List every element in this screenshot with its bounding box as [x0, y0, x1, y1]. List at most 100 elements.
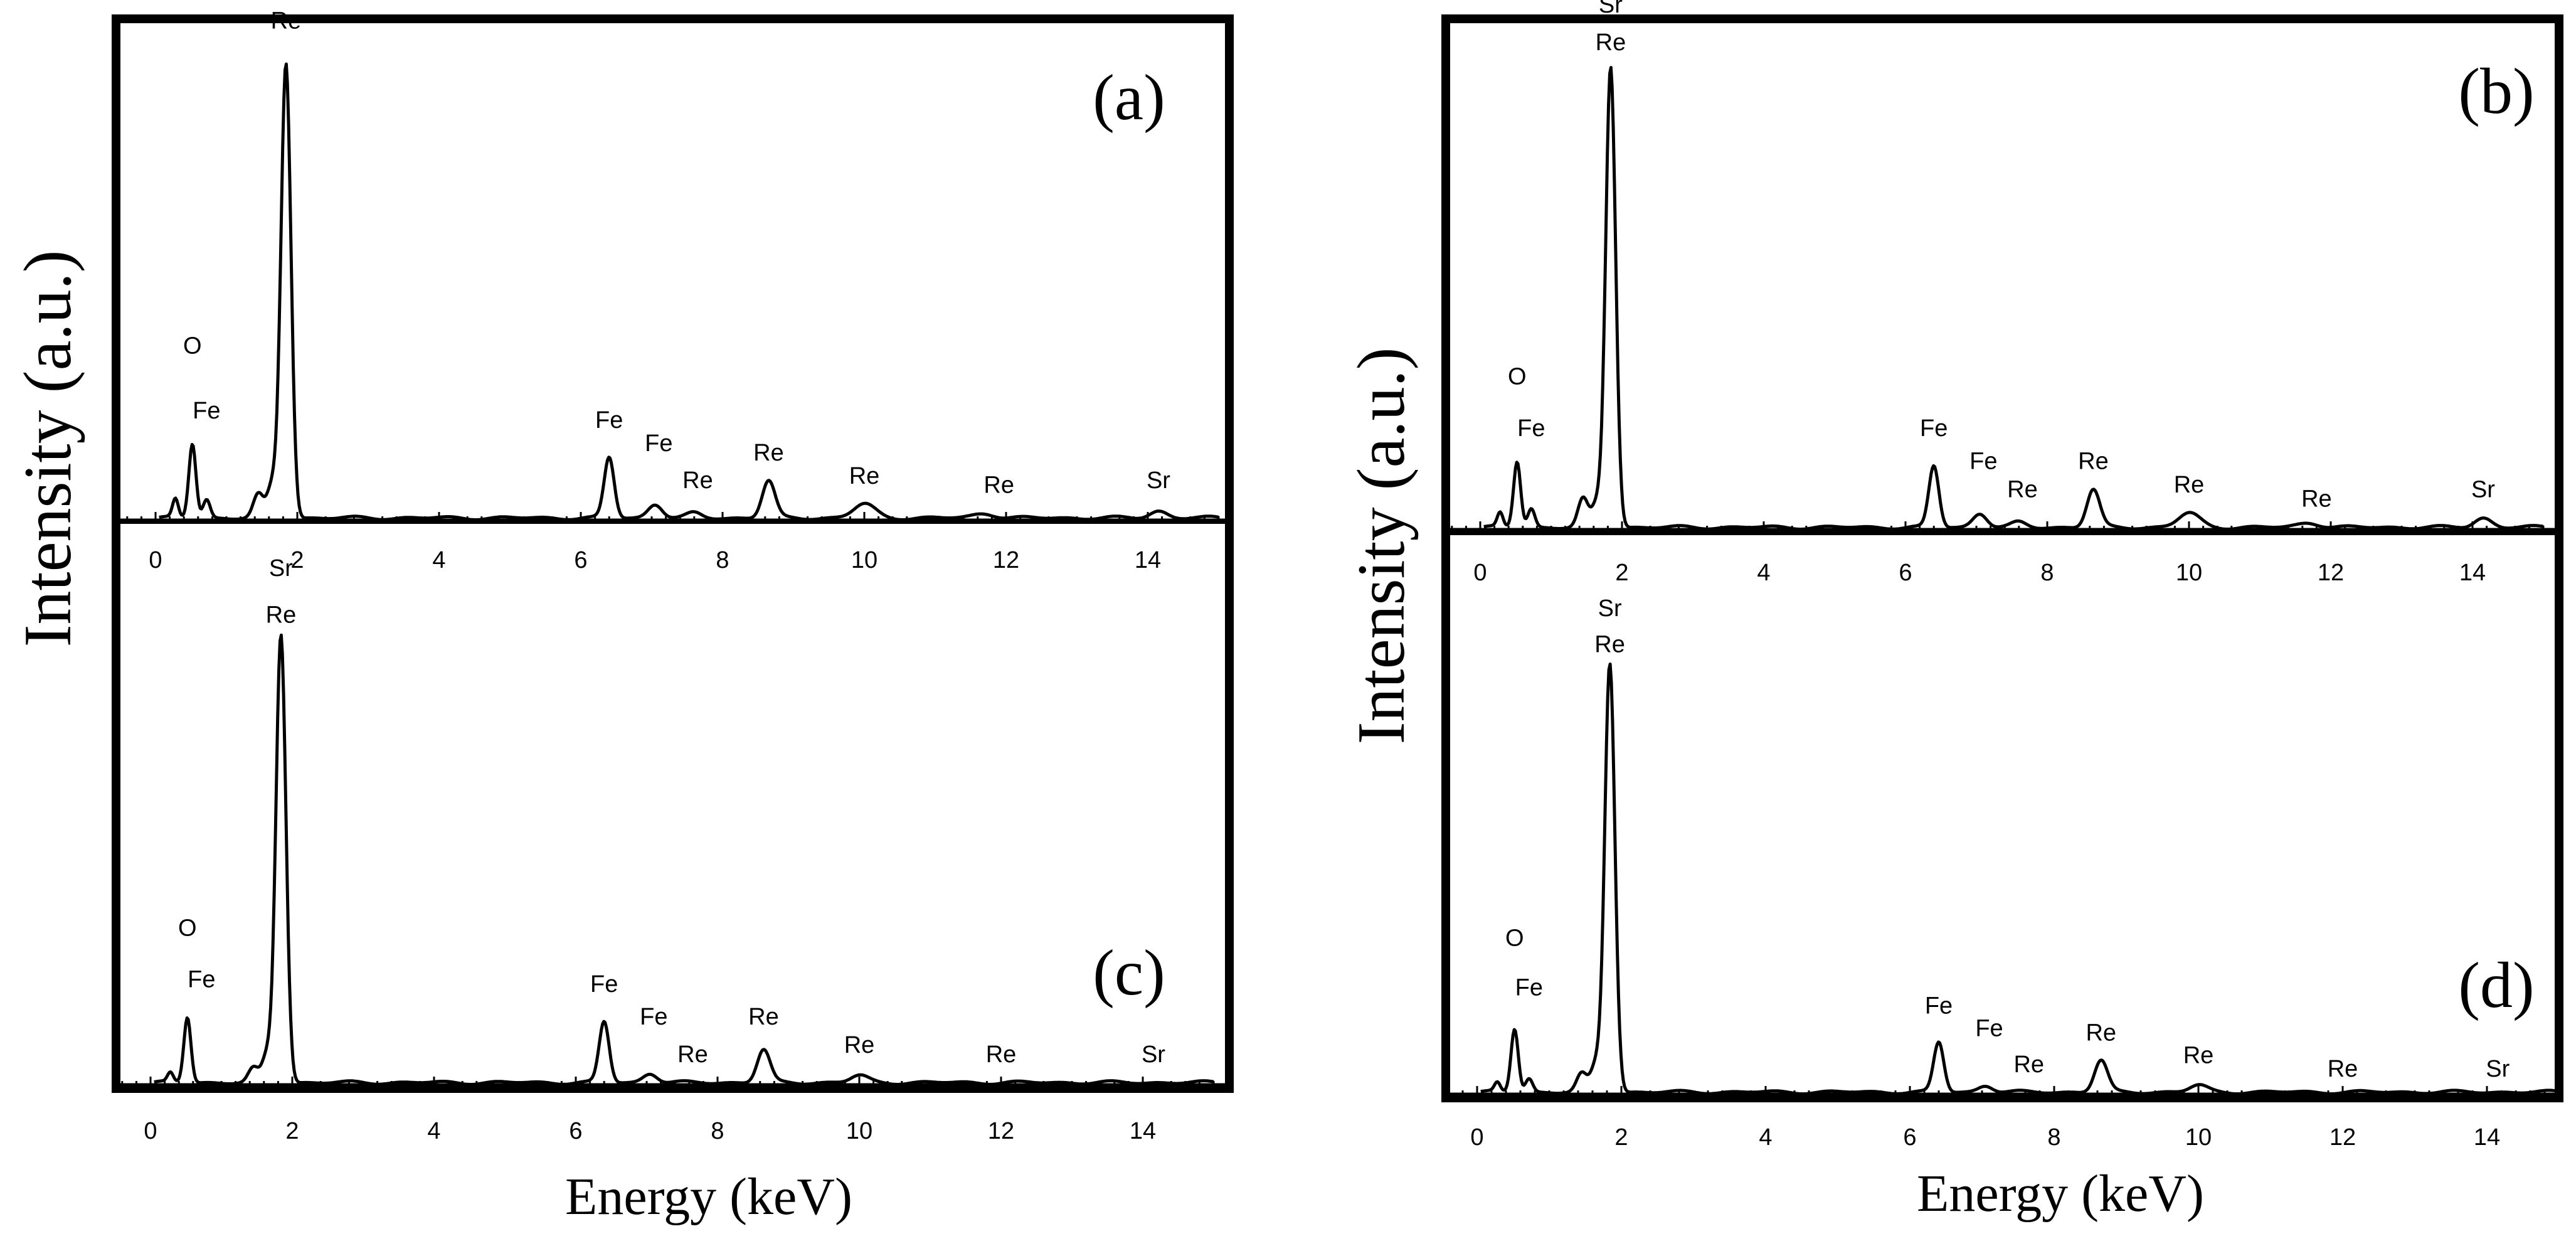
peak-label: Re: [849, 463, 880, 489]
panel-d: 0 2 4 6 8 10 12 14 Sr Re O Fe Fe Fe Re Re Re Re Sr (d): [1449, 595, 2560, 1151]
peak-label: Fe: [1975, 1015, 2003, 1041]
peak-point: [252, 1070, 255, 1073]
peak-point: [2188, 515, 2190, 518]
peak-label: Re: [2328, 1056, 2358, 1082]
x-tick-label: 4: [427, 1118, 440, 1144]
x-tick-label: 10: [851, 547, 877, 573]
peak-label: Re: [677, 1041, 708, 1068]
x-tick-label: 8: [716, 547, 729, 573]
panel-label-d: (d): [2458, 949, 2534, 1021]
peak-label: Re: [266, 602, 297, 628]
x-tick-label: 14: [2474, 1124, 2500, 1151]
peak-label: Fe: [1925, 993, 1953, 1019]
right-x-axis-label: Energy (keV): [1917, 1164, 2204, 1223]
x-tick-label: 12: [993, 547, 1019, 573]
x-tick-label: 14: [2459, 560, 2486, 586]
peak-label: Fe: [595, 407, 623, 434]
peak-label: Fe: [1517, 415, 1545, 442]
peak-label: Re: [983, 472, 1014, 499]
peak-label: O: [1505, 925, 1524, 951]
panel-label-a: (a): [1093, 61, 1165, 134]
peak-label: Sr: [1599, 0, 1623, 18]
panel-label-c: (c): [1093, 937, 1165, 1009]
peak-label: Re: [271, 8, 302, 35]
right-figure-frame: [1441, 14, 2563, 1102]
x-tick-label: 2: [285, 1118, 299, 1144]
panel-label-b: (b): [2458, 55, 2534, 127]
peak-label: Re: [682, 467, 713, 494]
peak-label: Re: [2174, 472, 2205, 498]
panel-b: 0 2 4 6 8 10 12 14 Sr Re O Fe Fe Fe Re Re Re Re Sr (b): [1449, 0, 2556, 586]
peak-label: Fe: [1515, 975, 1543, 1001]
peak-point: [266, 1056, 268, 1058]
x-tick-label: 10: [2185, 1124, 2212, 1151]
peak-label: Fe: [188, 967, 215, 993]
peak-label: Re: [1594, 631, 1625, 658]
peak-point: [2482, 519, 2484, 522]
peak-label: Re: [1596, 29, 1626, 56]
spectrum-line-b: [1483, 66, 2544, 531]
peak-label: Sr: [1598, 595, 1622, 622]
x-tick-label: 6: [1903, 1124, 1916, 1151]
x-tick-label: 8: [2047, 1124, 2060, 1151]
peak-label: Re: [2007, 477, 2038, 503]
x-tick-label: 4: [1757, 560, 1770, 586]
peak-label: Fe: [1969, 449, 1997, 475]
x-tick-label: 14: [1135, 547, 1161, 573]
peak-label: O: [183, 333, 202, 359]
x-tick-label: 0: [1470, 1124, 1483, 1151]
peak-point: [1581, 1075, 1583, 1078]
x-tick-label: 2: [290, 547, 304, 573]
spectrum-line-d: [1480, 663, 2560, 1096]
x-tick-label: 8: [2040, 560, 2054, 586]
panel-c: 0 2 4 6 8 10 12 14 Sr Re O Fe Fe Fe Re Re Re Re Sr (c): [119, 555, 1226, 1144]
spectrum-line-c: [154, 633, 1214, 1086]
peak-label: Re: [748, 1004, 779, 1030]
x-tick-label: 2: [1614, 1124, 1628, 1151]
x-tick-label: 0: [149, 547, 162, 573]
x-tick-label: 10: [2176, 560, 2202, 586]
x-tick-label: 4: [1759, 1124, 1772, 1151]
peak-label: Re: [986, 1041, 1017, 1068]
peak-label: Re: [2086, 1020, 2116, 1046]
peak-label: Re: [2301, 486, 2332, 513]
peak-label: Fe: [1920, 415, 1948, 442]
peak-label: Re: [2013, 1052, 2044, 1078]
x-tick-label: 2: [1615, 560, 1628, 586]
peak-label: Sr: [1142, 1041, 1165, 1068]
peak-point: [1596, 506, 1598, 508]
x-tick-label: 10: [846, 1118, 872, 1144]
x-tick-label: 6: [574, 547, 587, 573]
x-tick-label: 4: [432, 547, 445, 573]
x-tick-label: 6: [1899, 560, 1912, 586]
x-tick-label: 8: [711, 1118, 724, 1144]
peak-label: Fe: [640, 1004, 667, 1030]
peak-label: Re: [2078, 449, 2109, 475]
peak-label: Re: [2183, 1043, 2214, 1069]
left-figure-frame: [112, 14, 1234, 1093]
peak-label: Fe: [193, 398, 220, 424]
x-tick-label: 12: [2330, 1124, 2356, 1151]
peak-point: [1595, 1067, 1598, 1069]
peak-label: Re: [753, 440, 784, 466]
spectrum-line-a: [159, 62, 1219, 521]
peak-point: [863, 506, 866, 508]
peak-point: [1157, 513, 1160, 515]
x-tick-label: 6: [569, 1118, 582, 1144]
peak-label: Re: [844, 1032, 875, 1058]
peak-label: Sr: [1147, 467, 1170, 494]
x-tick-label: 0: [144, 1118, 157, 1144]
right-y-axis-label: Intensity (a.u.): [1344, 348, 1419, 745]
peak-label: Fe: [645, 430, 672, 457]
peak-point: [257, 496, 260, 499]
peak-point: [271, 487, 273, 489]
x-tick-label: 14: [1130, 1118, 1156, 1144]
x-tick-label: 12: [988, 1118, 1014, 1144]
peak-label: O: [178, 915, 197, 942]
peak-label: Sr: [269, 555, 293, 582]
peak-label: O: [1508, 364, 1527, 390]
peak-label: Sr: [2471, 477, 2495, 503]
x-tick-label: 12: [2318, 560, 2344, 586]
